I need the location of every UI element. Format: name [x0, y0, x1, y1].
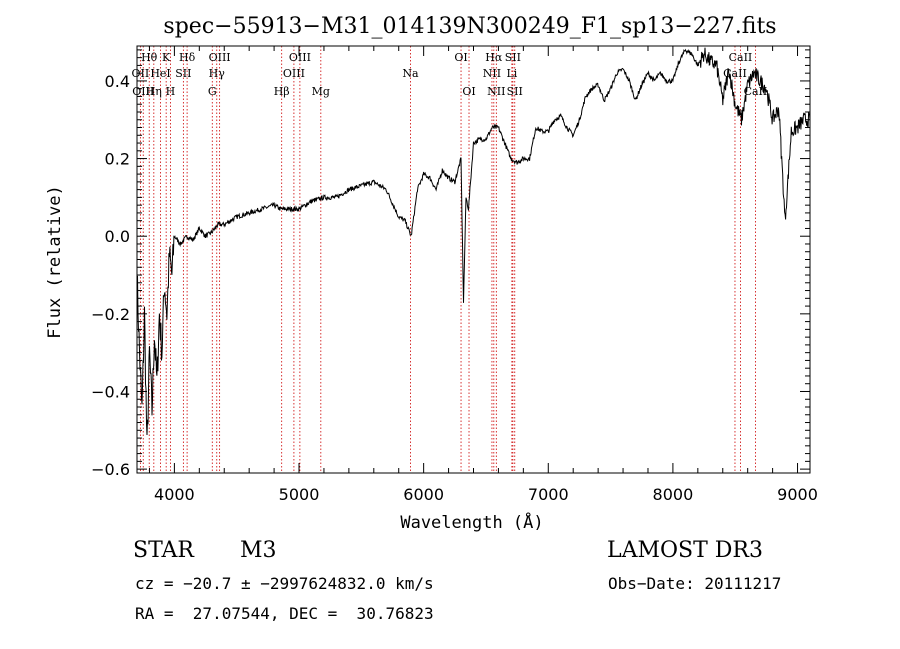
spectral-line-label: OI: [462, 85, 475, 98]
plot-frame: [136, 45, 811, 474]
spectral-line-label: OIII: [289, 51, 311, 64]
spectral-line-markers: [139, 46, 756, 473]
spectral-line-label: OIII: [209, 51, 231, 64]
spectral-line-label: HeI: [150, 67, 170, 80]
y-tick-label: 0.4: [105, 72, 130, 91]
spectral-line-label: Hδ: [179, 51, 196, 64]
spectral-line-label: OIII: [283, 67, 305, 80]
spectral-line-label: CaII: [729, 51, 753, 64]
x-tick-label: 8000: [653, 485, 694, 504]
spectral-line-label: Hα: [485, 51, 503, 64]
spectral-line-label: OI: [454, 51, 467, 64]
spectral-line-label: SII: [505, 51, 521, 64]
survey-name: LAMOST DR3: [607, 538, 763, 563]
x-axis-ticks: 4000 5000 6000 7000 8000 9000: [148, 46, 818, 504]
spectral-line-label: Hβ: [274, 85, 290, 98]
y-tick-label: 0.0: [105, 227, 130, 246]
x-tick-label: 9000: [777, 485, 818, 504]
y-tick-label: −0.2: [91, 305, 130, 324]
spectral-line-label: H: [166, 85, 176, 98]
y-axis-label: Flux (relative): [45, 185, 65, 339]
spectral-line-label: Mg: [312, 85, 330, 98]
spectrum-line: [136, 47, 811, 436]
y-axis-ticks: −0.6 −0.4 −0.2 0.0 0.2 0.4: [91, 49, 810, 479]
x-tick-label: 5000: [279, 485, 320, 504]
spectral-line-label: G: [208, 85, 217, 98]
x-tick-label: 6000: [403, 485, 444, 504]
chart-title: spec−55913−M31_014139N300249_F1_sp13−227…: [163, 14, 776, 39]
object-class: STAR: [133, 538, 194, 563]
x-tick-label: 7000: [528, 485, 569, 504]
y-tick-label: 0.2: [105, 150, 130, 169]
spectral-line-label: NII: [483, 67, 501, 80]
x-tick-label: 4000: [154, 485, 195, 504]
spectrum-series: [136, 47, 811, 436]
sky-coordinates: RA = 27.07544, DEC = 30.76823: [135, 604, 434, 623]
x-axis-label: Wavelength (Å): [400, 511, 543, 533]
redshift-velocity: cz = −20.7 ± −2997624832.0 km/s: [135, 574, 434, 593]
spectral-line-label: SII: [507, 85, 523, 98]
spectral-line-label: K: [162, 51, 171, 64]
y-tick-label: −0.6: [91, 460, 130, 479]
spectral-line-label: Na: [402, 67, 419, 80]
spectral-line-label: Li: [506, 67, 517, 80]
object-subclass: M3: [240, 538, 277, 563]
spectral-line-label: Hη: [146, 85, 162, 98]
spectral-line-label: SII: [175, 67, 191, 80]
observation-date: Obs−Date: 20111217: [608, 574, 782, 593]
spectral-line-label: Hγ: [209, 67, 226, 80]
spectral-line-label: NII: [487, 85, 505, 98]
y-tick-label: −0.4: [91, 382, 130, 401]
spectral-line-label: Hθ: [141, 51, 158, 64]
